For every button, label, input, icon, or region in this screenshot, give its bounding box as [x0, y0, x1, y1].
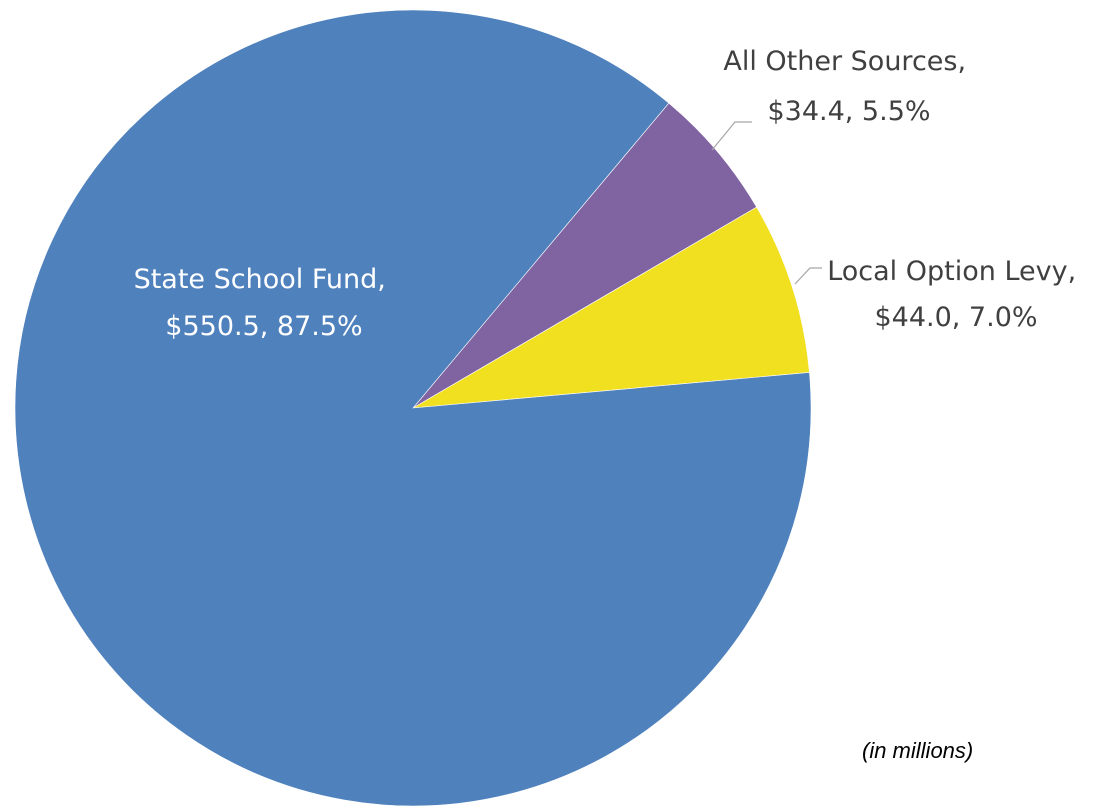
slice-label-local-option-levy: Local Option Levy, $44.0, 7.0% [827, 256, 1085, 333]
pie-slice-local-option-levy [412, 206, 810, 409]
leader-line-other-sources [711, 121, 752, 151]
slice-label-state-school-fund: State School Fund, $550.5, 87.5% [134, 264, 395, 342]
slice-label-local-option-levy-line1: Local Option Levy, [827, 256, 1076, 287]
unit-note: (in millions) [862, 738, 974, 763]
pie-slices [14, 9, 812, 806]
slice-label-all-other-sources-line2: $34.4, 5.5% [767, 96, 930, 127]
slice-label-state-school-fund-line2: $550.5, 87.5% [165, 311, 362, 342]
slice-label-all-other-sources-line1: All Other Sources, [723, 46, 966, 77]
slice-label-all-other-sources: All Other Sources, $34.4, 5.5% [723, 46, 974, 127]
pie-slice-state-school-fund [14, 9, 812, 806]
slice-label-local-option-levy-line2: $44.0, 7.0% [874, 302, 1037, 333]
pie-slice-all-other-sources [412, 102, 758, 409]
slice-label-state-school-fund-line1: State School Fund, [134, 264, 386, 295]
leader-line-local-option-levy [794, 267, 822, 285]
